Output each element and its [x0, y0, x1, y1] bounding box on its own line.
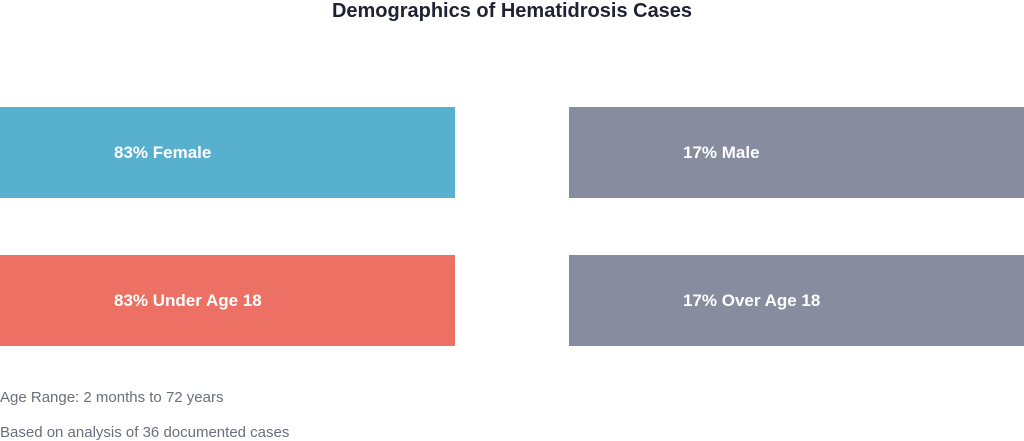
male-label: 17% Male — [683, 142, 760, 162]
under-18-box: 83% Under Age 18 — [0, 255, 455, 346]
female-box: 83% Female — [0, 107, 455, 198]
sample-size-note: Based on analysis of 36 documented cases — [0, 424, 290, 441]
male-box: 17% Male — [569, 107, 1024, 198]
age-range-note: Age Range: 2 months to 72 years — [0, 389, 224, 406]
under-18-label: 83% Under Age 18 — [114, 290, 262, 310]
female-label: 83% Female — [114, 142, 212, 162]
chart-title: Demographics of Hematidrosis Cases — [331, 0, 693, 22]
over-18-box: 17% Over Age 18 — [569, 255, 1024, 346]
over-18-label: 17% Over Age 18 — [683, 290, 821, 310]
